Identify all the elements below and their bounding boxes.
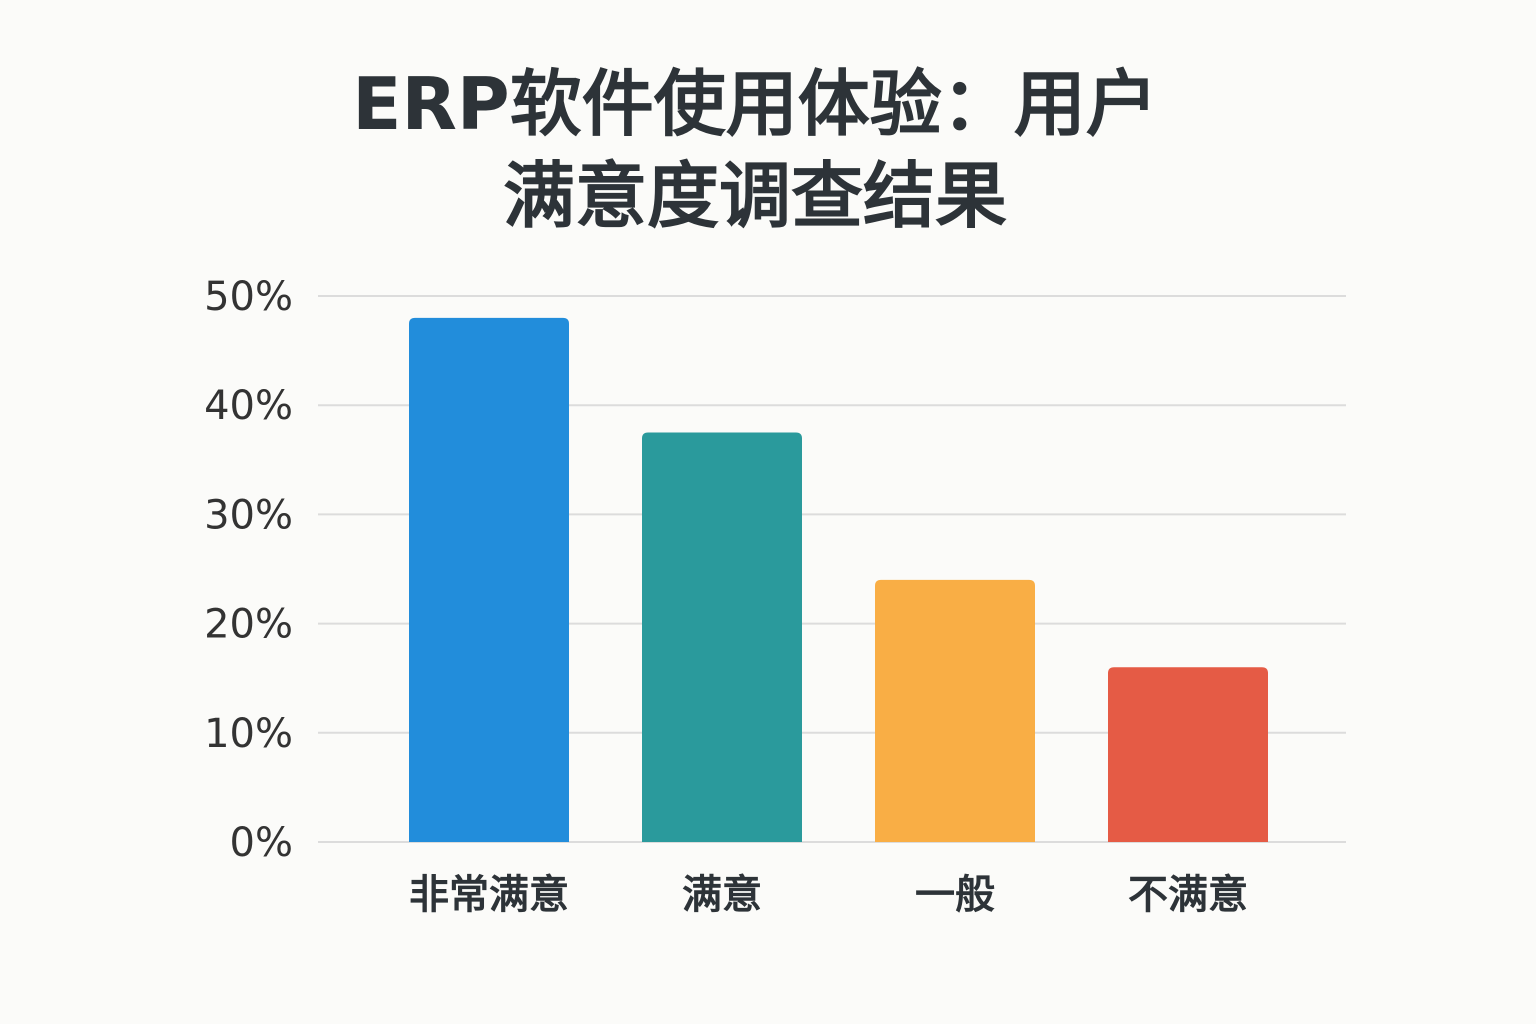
bar xyxy=(642,432,802,842)
y-tick-label: 40% xyxy=(204,383,293,429)
chart-title: ERP软件使用体验：用户 满意度调查结果 xyxy=(0,58,1510,242)
y-tick-label: 50% xyxy=(204,274,293,320)
bar xyxy=(409,317,569,843)
bar xyxy=(1108,667,1268,842)
x-tick-label: 不满意 xyxy=(1128,872,1248,918)
y-tick-label: 0% xyxy=(230,820,293,866)
x-tick-label: 满意 xyxy=(682,872,762,918)
x-tick-label: 非常满意 xyxy=(409,872,569,918)
bar xyxy=(875,579,1035,842)
chart-title-line-1: ERP软件使用体验：用户 xyxy=(352,62,1158,146)
x-tick-label: 一般 xyxy=(915,872,995,918)
chart-title-line-2: 满意度调查结果 xyxy=(502,154,1007,238)
y-tick-label: 30% xyxy=(204,492,293,538)
y-tick-label: 10% xyxy=(204,711,293,757)
y-tick-label: 20% xyxy=(204,602,293,648)
